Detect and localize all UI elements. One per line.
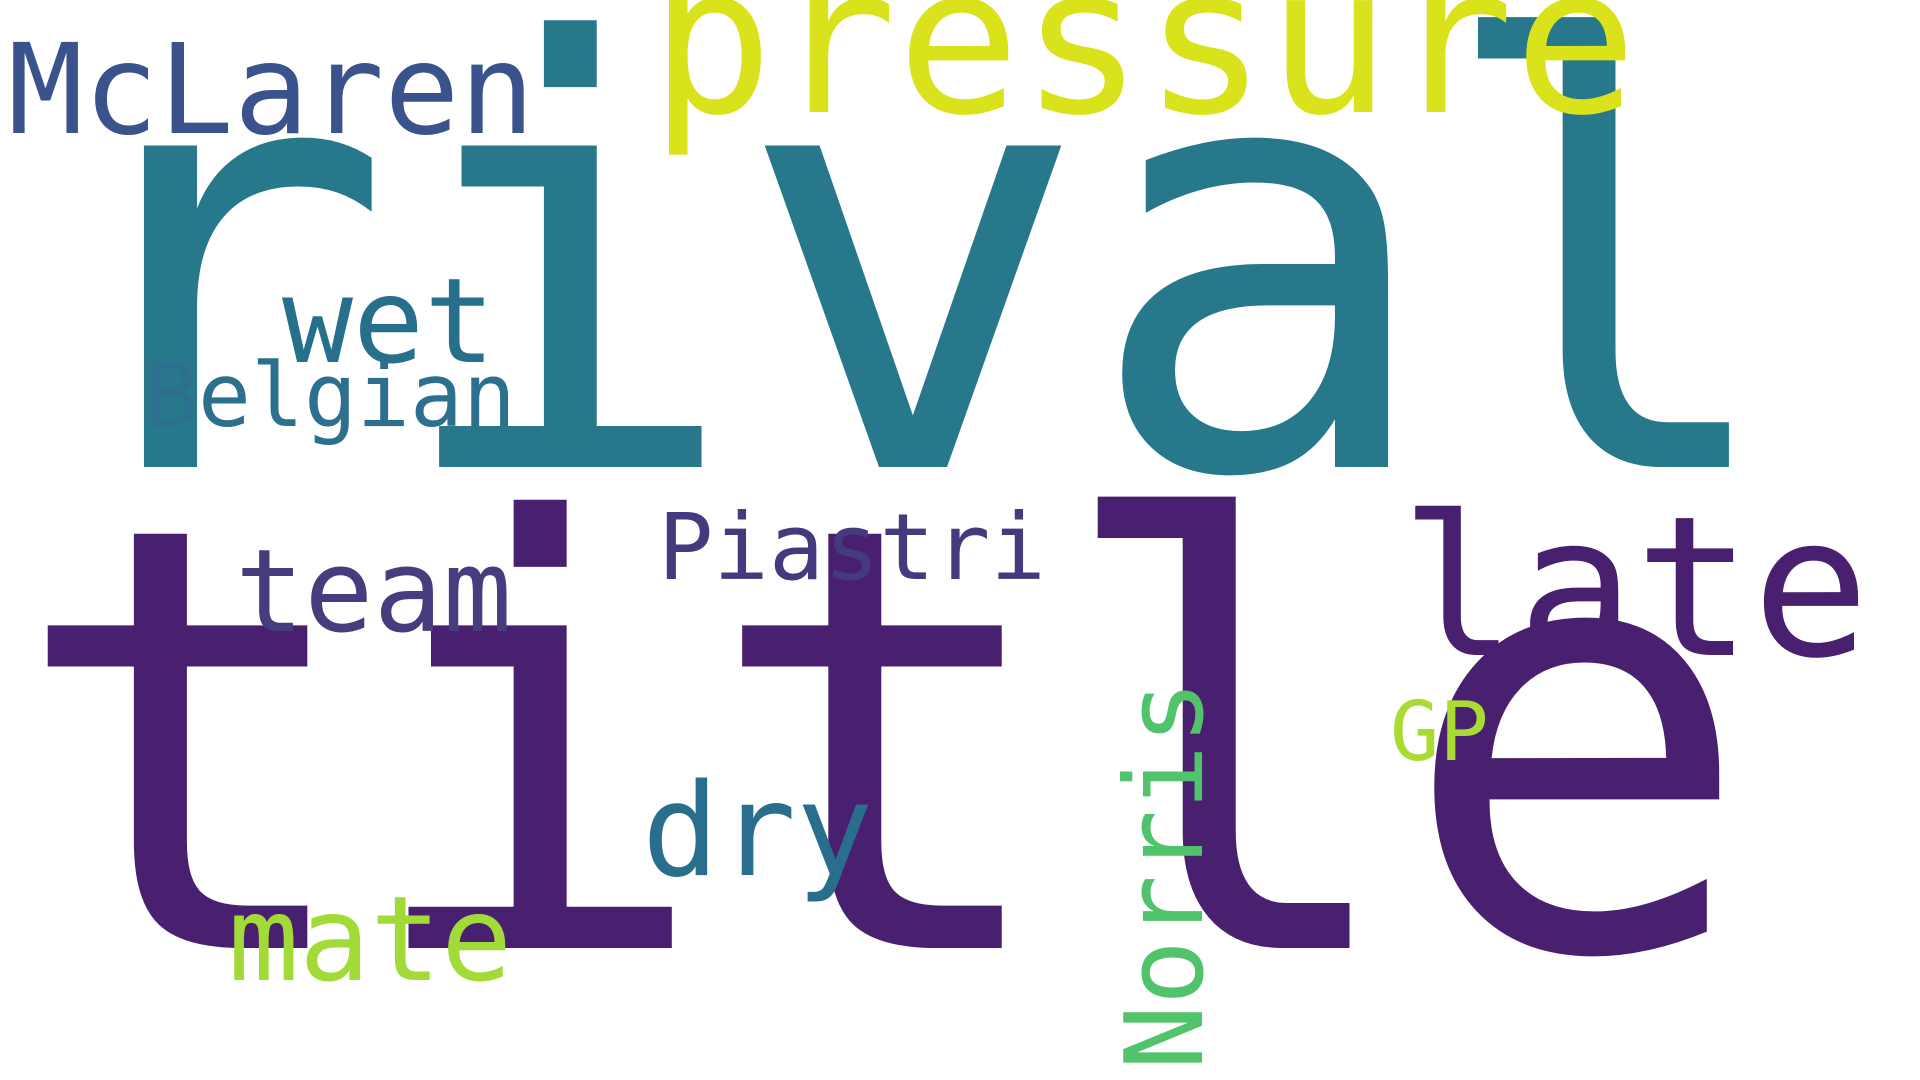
word-piastri: Piastri: [658, 494, 1046, 601]
word-norris: Norris: [1103, 679, 1228, 1070]
word-late: late: [1400, 474, 1870, 701]
word-team: team: [235, 525, 512, 659]
word-belgian: Belgian: [145, 344, 516, 447]
word-dry: dry: [642, 757, 874, 906]
word-wet: wet: [282, 252, 496, 390]
word-mclaren: McLaren: [8, 18, 535, 163]
word-rival: rival: [40, 0, 1786, 606]
word-gp: GP: [1390, 685, 1489, 780]
word-mate: mate: [228, 870, 513, 1008]
word-title: title: [10, 401, 1754, 1080]
word-pressure: pressure: [650, 0, 1638, 161]
